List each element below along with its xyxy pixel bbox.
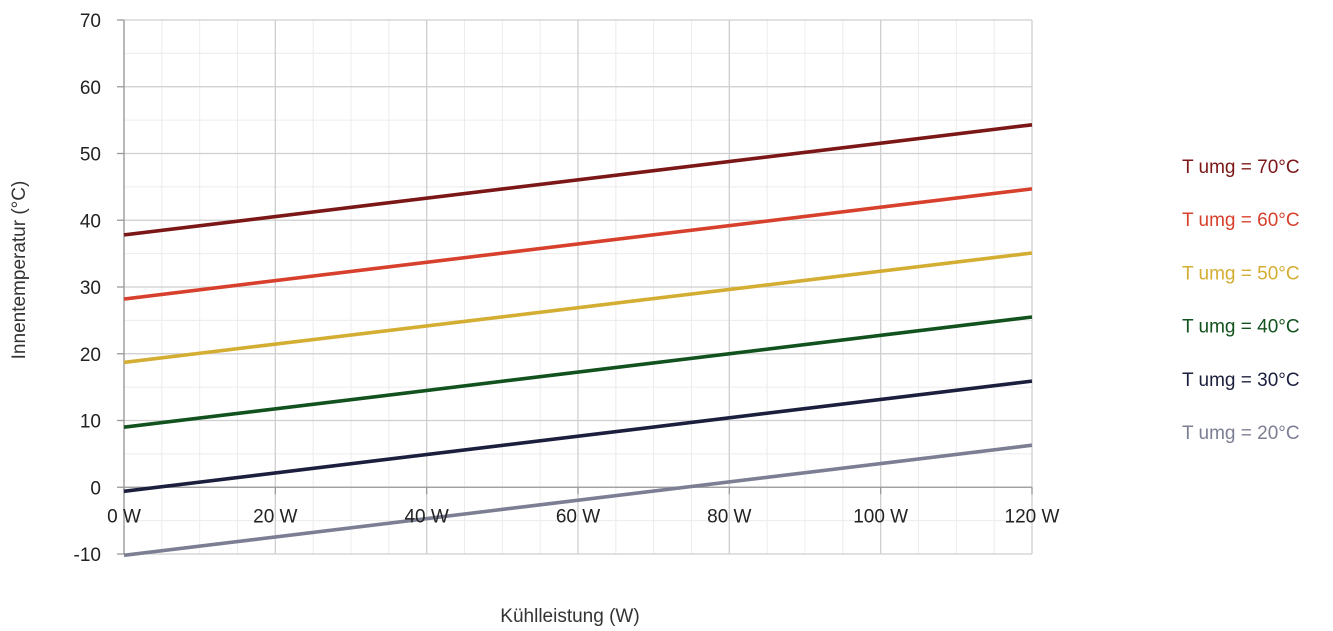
series-line-3 xyxy=(123,315,1033,429)
series-line-2 xyxy=(123,251,1033,365)
y-tick-label: 20 xyxy=(80,345,101,366)
series-line-5 xyxy=(123,443,1033,558)
y-tick-label: 60 xyxy=(80,78,101,99)
x-tick-label: 20 W xyxy=(253,506,297,527)
legend-entry-3: T umg = 40°C xyxy=(1182,317,1300,338)
legend-entry-1: T umg = 60°C xyxy=(1182,210,1300,231)
legend-entry-2: T umg = 50°C xyxy=(1182,263,1300,284)
y-tick-label: 0 xyxy=(90,478,101,499)
series-line-4 xyxy=(123,379,1033,494)
legend: T umg = 70°C T umg = 60°C T umg = 50°C T um… xyxy=(1182,157,1300,444)
series-line-1 xyxy=(123,187,1033,301)
legend-entry-5: T umg = 20°C xyxy=(1182,423,1300,444)
x-tick-label: 80 W xyxy=(707,506,751,527)
y-axis-title: Innentemperatur (°C) xyxy=(9,181,30,360)
x-tick-label: 120 W xyxy=(1005,506,1060,527)
x-tick-label: 40 W xyxy=(404,506,448,527)
y-tick-label: 10 xyxy=(80,412,101,433)
x-tick-labels: 0 W 20 W 40 W 60 W 80 W 100 W 120 W xyxy=(107,506,1059,527)
y-tick-label: 50 xyxy=(80,145,101,166)
x-tick-label: 0 W xyxy=(107,506,141,527)
y-tick-label: 30 xyxy=(80,278,101,299)
x-axis-title: Kühlleistung (W) xyxy=(500,606,639,627)
y-tick-label: 40 xyxy=(80,211,101,232)
y-tick-label: -10 xyxy=(74,545,101,566)
x-tick-label: 60 W xyxy=(556,506,600,527)
y-tick-label: 70 xyxy=(80,11,101,32)
legend-entry-0: T umg = 70°C xyxy=(1182,157,1300,178)
y-tick-labels: -10 0 10 20 30 40 50 60 70 xyxy=(74,11,101,566)
axes xyxy=(117,19,1033,555)
series-line-0 xyxy=(123,123,1033,237)
series-lines xyxy=(123,123,1033,558)
legend-entry-4: T umg = 30°C xyxy=(1182,370,1300,391)
x-tick-label: 100 W xyxy=(853,506,908,527)
